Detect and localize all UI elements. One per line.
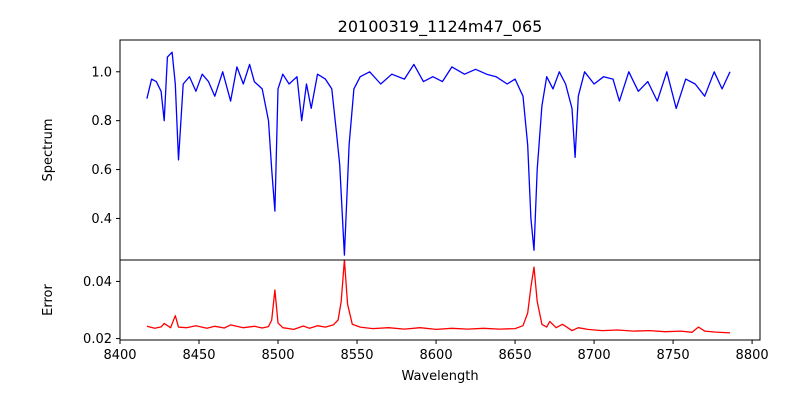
x-tick-label: 8550 <box>340 348 373 363</box>
spectrum-panel: 0.4 0.6 0.8 1.0 Spectrum <box>41 39 761 261</box>
y-axis-label: Error <box>41 284 56 316</box>
y-tick-label: 0.04 <box>83 275 112 290</box>
x-tick-label: 8400 <box>103 348 136 363</box>
y-axis-label: Spectrum <box>41 119 56 182</box>
chart-title: 20100319_1124m47_065 <box>338 17 543 37</box>
y-tick-label: 0.4 <box>91 212 112 227</box>
y-tick-label: 0.02 <box>83 332 112 347</box>
x-tick-label: 8450 <box>182 348 215 363</box>
x-axis-label: Wavelength <box>401 369 478 384</box>
x-tick-label: 8650 <box>499 348 532 363</box>
series-line-0-0 <box>146 51 731 256</box>
axes-frame <box>119 259 761 341</box>
y-tick-label: 0.8 <box>91 114 112 129</box>
y-tick-label: 1.0 <box>91 65 112 80</box>
x-tick-label: 8700 <box>578 348 611 363</box>
error-panel: 0.02 0.04 8400 8450 8500 8550 8600 8650 8700 8750… <box>41 259 769 363</box>
series-line-1-0 <box>146 259 731 334</box>
x-tick-label: 8600 <box>420 348 453 363</box>
y-tick-label: 0.6 <box>91 163 112 178</box>
axes-frame <box>119 39 761 261</box>
x-tick-label: 8750 <box>657 348 690 363</box>
x-tick-label: 8500 <box>261 348 294 363</box>
x-tick-label: 8800 <box>736 348 769 363</box>
